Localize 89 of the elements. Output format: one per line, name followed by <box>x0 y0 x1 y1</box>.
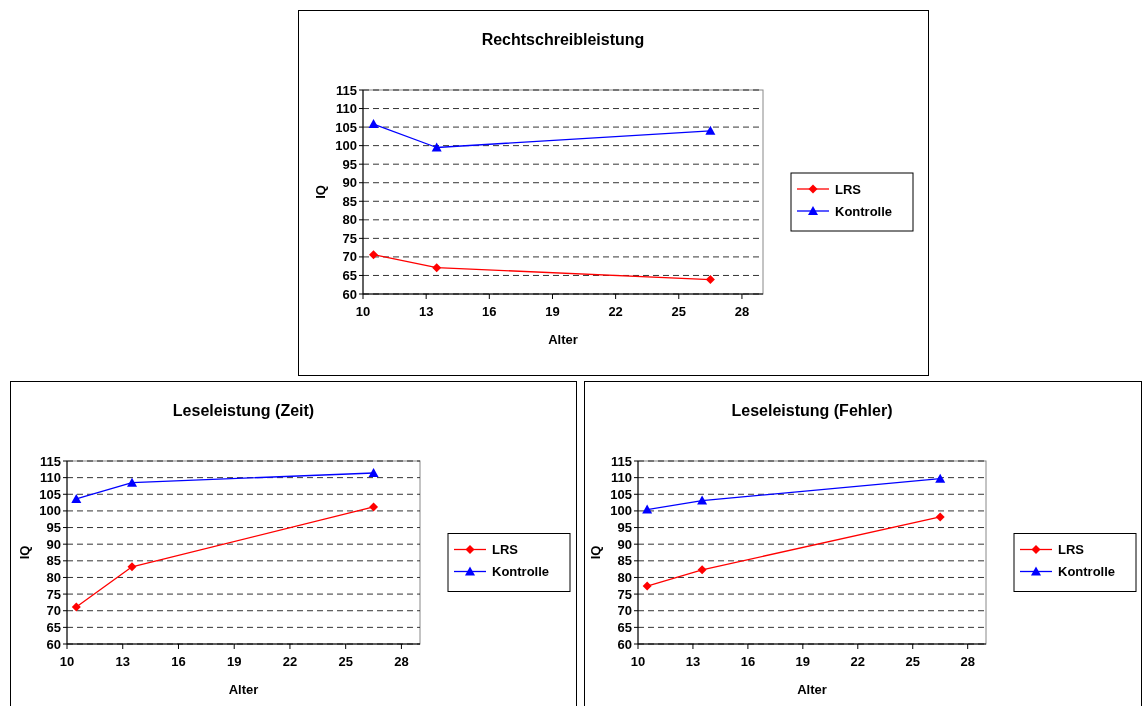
y-tick-label: 115 <box>336 82 357 98</box>
x-tick-label: 13 <box>115 654 130 669</box>
y-tick-label: 105 <box>335 119 357 135</box>
y-tick-label: 95 <box>617 520 632 536</box>
x-axis-title: Alter <box>228 682 259 697</box>
x-tick-label: 25 <box>671 304 687 319</box>
y-tick-label: 115 <box>611 453 632 469</box>
y-tick-label: 105 <box>610 486 632 502</box>
y-tick-label: 85 <box>46 553 61 569</box>
x-tick-label: 28 <box>394 654 409 669</box>
point <box>127 562 137 572</box>
y-tick-label: 90 <box>617 536 632 552</box>
point <box>935 473 946 483</box>
y-tick-label: 75 <box>617 586 632 602</box>
point <box>127 477 138 487</box>
point <box>697 495 708 505</box>
legend-label: Kontrolle <box>835 203 893 219</box>
x-tick-label: 28 <box>960 654 975 669</box>
x-tick-label: 22 <box>608 304 623 319</box>
point <box>432 263 442 273</box>
x-tick-label: 10 <box>630 654 646 669</box>
y-tick-label: 110 <box>611 470 632 486</box>
chart-title: Rechtschreibleistung <box>481 31 645 48</box>
y-tick-label: 90 <box>342 175 357 191</box>
point <box>368 467 379 477</box>
y-tick-label: 60 <box>342 286 357 302</box>
x-axis-title: Alter <box>548 332 578 347</box>
x-tick-label: 19 <box>226 654 242 669</box>
y-axis-title: IQ <box>17 545 32 560</box>
x-tick-label: 13 <box>685 654 701 669</box>
x-tick-label: 25 <box>338 654 353 669</box>
y-tick-label: 100 <box>610 503 632 519</box>
chart-title: Leseleistung (Fehler) <box>731 402 893 419</box>
y-tick-label: 60 <box>46 636 61 652</box>
x-tick-label: 16 <box>171 654 186 669</box>
y-tick-label: 95 <box>46 520 61 536</box>
point <box>705 125 716 135</box>
y-tick-label: 75 <box>46 586 61 602</box>
x-tick-label: 13 <box>418 304 434 319</box>
x-tick-label: 16 <box>482 304 497 319</box>
point <box>71 493 82 503</box>
y-tick-label: 105 <box>39 486 61 502</box>
y-tick-label: 100 <box>39 503 61 519</box>
y-tick-label: 95 <box>342 156 357 172</box>
y-tick-label: 110 <box>336 101 357 117</box>
y-tick-label: 70 <box>46 603 61 619</box>
x-tick-label: 16 <box>740 654 756 669</box>
point <box>705 275 715 285</box>
chart-title: Leseleistung (Zeit) <box>172 402 315 419</box>
point <box>642 581 652 591</box>
y-tick-label: 85 <box>342 193 357 209</box>
y-tick-label: 65 <box>342 268 357 283</box>
y-tick-label: 110 <box>40 470 61 486</box>
point <box>935 512 945 522</box>
y-tick-label: 85 <box>617 553 632 569</box>
x-tick-label: 19 <box>795 654 811 669</box>
x-tick-label: 19 <box>545 304 560 319</box>
y-tick-label: 80 <box>46 570 61 585</box>
y-tick-label: 80 <box>617 570 632 585</box>
point <box>369 502 379 512</box>
y-axis-title: IQ <box>588 545 603 560</box>
point <box>368 119 379 129</box>
y-tick-label: 90 <box>46 536 61 552</box>
y-tick-label: 70 <box>617 603 632 619</box>
x-tick-label: 10 <box>59 654 75 669</box>
y-axis-title: IQ <box>313 185 328 199</box>
legend-label: LRS <box>492 542 519 558</box>
point <box>642 504 653 514</box>
point <box>369 250 379 260</box>
x-tick-label: 22 <box>282 654 298 669</box>
y-tick-label: 80 <box>342 212 357 228</box>
x-tick-label: 25 <box>905 654 920 669</box>
legend-label: LRS <box>1058 542 1085 558</box>
point <box>697 565 707 575</box>
x-axis-title: Alter <box>797 682 827 697</box>
legend-label: LRS <box>835 181 862 197</box>
legend-label: Kontrolle <box>492 564 550 580</box>
y-tick-label: 65 <box>46 619 61 635</box>
y-tick-label: 100 <box>335 138 357 154</box>
y-tick-label: 70 <box>342 249 357 265</box>
x-tick-label: 28 <box>734 304 750 319</box>
legend-label: Kontrolle <box>1058 564 1116 580</box>
y-tick-label: 60 <box>617 636 632 652</box>
y-tick-label: 65 <box>617 619 632 635</box>
point <box>71 602 81 612</box>
y-tick-label: 75 <box>342 230 357 246</box>
x-tick-label: 10 <box>355 304 371 319</box>
y-tick-label: 115 <box>40 453 61 469</box>
x-tick-label: 22 <box>850 654 866 669</box>
